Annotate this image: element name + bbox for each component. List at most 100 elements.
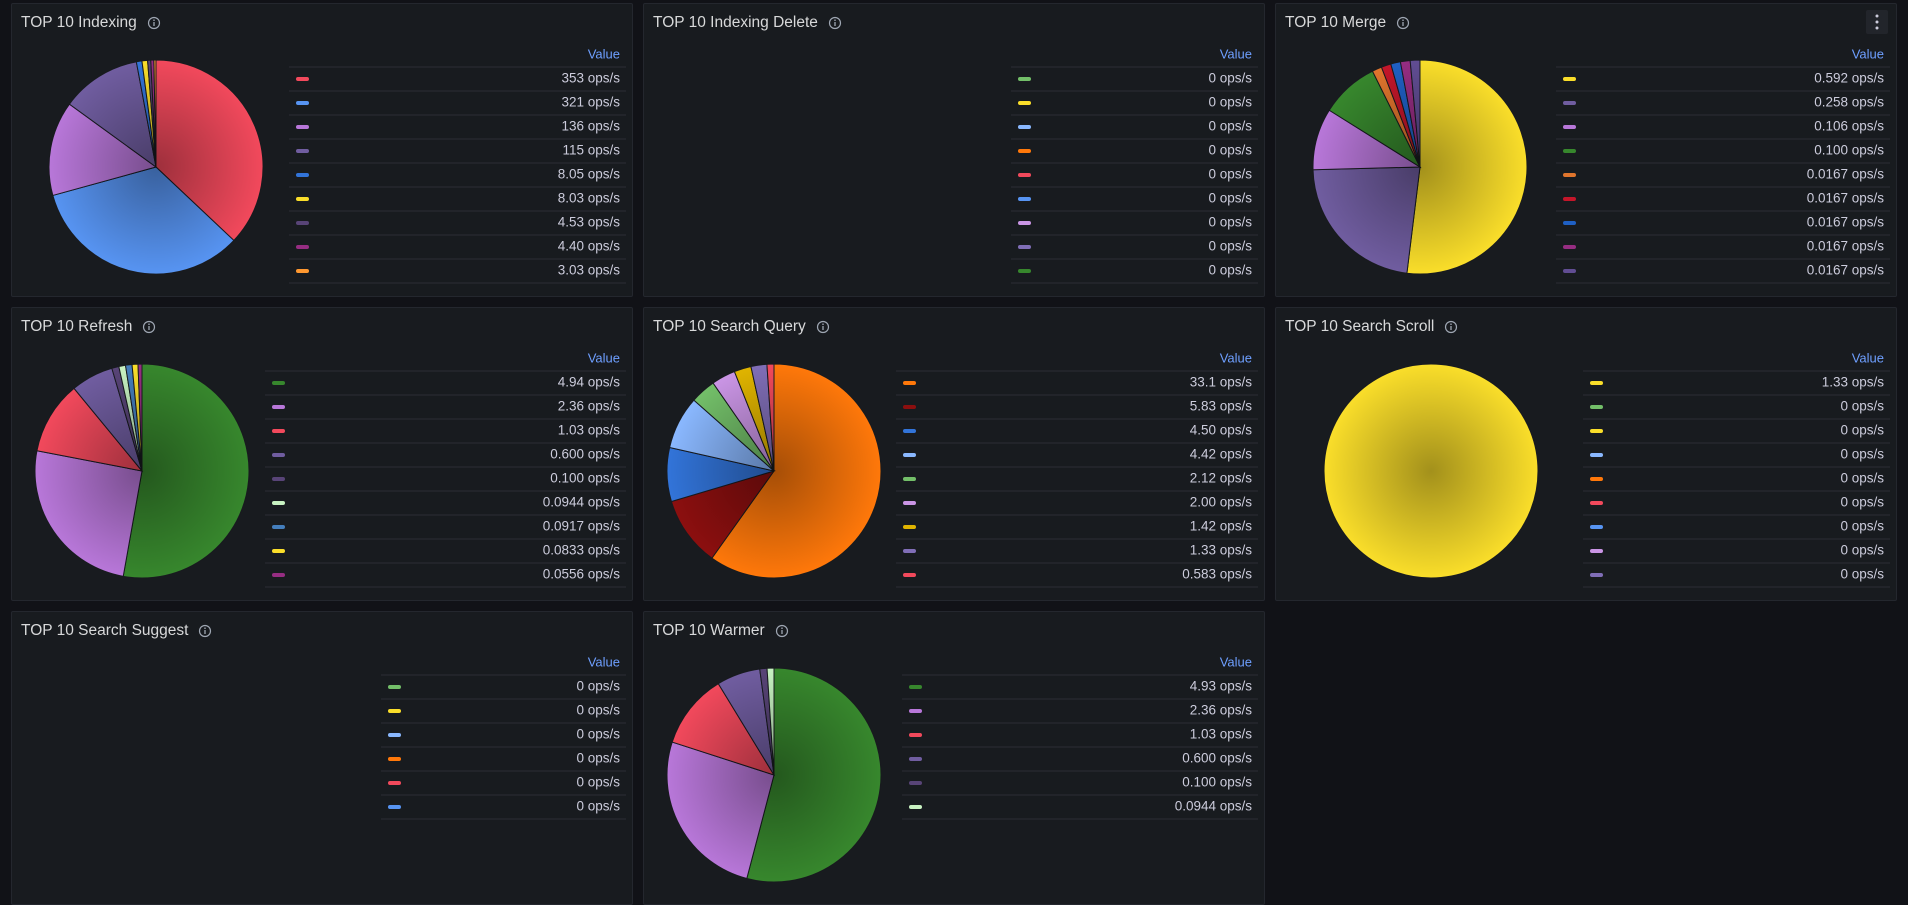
legend-swatch	[1563, 269, 1576, 273]
legend-header: Value	[1852, 46, 1884, 61]
legend-swatch	[272, 525, 285, 529]
panel: Value 4.93 ops/s 2.36 ops/s 1.03 ops/s 0.600…	[643, 611, 1265, 905]
legend-value: 0.600 ops/s	[550, 447, 620, 462]
legend-header: Value	[588, 654, 620, 669]
legend-swatch	[1590, 381, 1603, 385]
panel-body: Value 1.33 ops/s 0 ops/s 0 ops/s 0 ops/s 0 op…	[1323, 350, 1890, 588]
legend-swatch	[903, 405, 916, 409]
legend-swatch	[1018, 221, 1031, 225]
legend-value: 0.258 ops/s	[1814, 95, 1884, 110]
legend-swatch	[909, 733, 922, 737]
legend-value: 0.592 ops/s	[1814, 71, 1884, 86]
legend-header: Value	[1852, 350, 1884, 365]
legend-value: 353 ops/s	[561, 71, 620, 86]
pie-slice	[1406, 59, 1528, 275]
legend-value: 0.0917 ops/s	[543, 519, 621, 534]
legend-value: 115 ops/s	[562, 143, 620, 158]
info-dot	[834, 19, 836, 21]
legend-value: 0 ops/s	[1840, 447, 1884, 462]
info-icon	[143, 320, 156, 334]
info-dot	[148, 323, 151, 325]
info-dot	[780, 627, 783, 629]
panel-title: TOP 10 Search Suggest	[21, 622, 189, 639]
legend-value: 0 ops/s	[1840, 519, 1884, 534]
dashboard: (() => { const data = JSON.parse(documen…	[11, 3, 1897, 905]
legend-value: 5.83 ops/s	[1190, 399, 1253, 414]
legend-value: 0.106 ops/s	[1814, 119, 1884, 134]
panel-title: TOP 10 Warmer	[653, 622, 765, 639]
legend-value: 0.0167 ops/s	[1807, 263, 1885, 278]
panel-header: TOP 10 Refresh	[21, 316, 156, 338]
legend-swatch	[909, 781, 922, 785]
pie-slice	[1323, 363, 1539, 579]
legend-value: 0 ops/s	[1208, 119, 1252, 134]
legend-value: 0 ops/s	[1840, 567, 1884, 582]
legend-value: 0 ops/s	[1840, 423, 1884, 438]
panel-header: TOP 10 Indexing	[21, 12, 161, 34]
panel-header: TOP 10 Warmer	[653, 620, 789, 642]
legend-swatch	[903, 453, 916, 457]
legend-swatch	[388, 709, 401, 713]
legend-swatch	[272, 573, 285, 577]
legend-swatch	[1563, 149, 1576, 153]
legend-swatch	[903, 573, 916, 577]
legend-value: 2.36 ops/s	[558, 399, 621, 414]
legend-swatch	[903, 501, 916, 505]
panel: Value 353 ops/s 321 ops/s 136 ops/s 115 ops/…	[11, 3, 633, 297]
panel-body: Value 0 ops/s 0 ops/s 0 ops/s 0 ops/s 0 ops/s…	[381, 654, 626, 820]
legend-value: 0 ops/s	[576, 679, 620, 694]
legend-value: 0 ops/s	[1840, 399, 1884, 414]
panel: Value 33.1 ops/s 5.83 ops/s 4.50 ops/s 4.42 …	[643, 307, 1265, 601]
legend-swatch	[1018, 269, 1031, 273]
legend-swatch	[1590, 501, 1603, 505]
info-icon	[775, 624, 788, 638]
legend-header: Value	[588, 46, 620, 61]
info-ring	[828, 16, 841, 30]
menu-dot	[1875, 20, 1879, 24]
legend-swatch	[296, 245, 309, 249]
panel: Value 0 ops/s 0 ops/s 0 ops/s 0 ops/s 0 ops/s…	[11, 611, 633, 905]
legend-swatch	[296, 125, 309, 129]
legend-swatch	[296, 197, 309, 201]
panel-title: TOP 10 Search Query	[653, 318, 806, 335]
legend-swatch	[388, 685, 401, 689]
panel-body: Value 0.592 ops/s 0.258 ops/s 0.106 ops/s 0.…	[1312, 46, 1890, 284]
legend-swatch	[1018, 101, 1031, 105]
legend-swatch	[296, 149, 309, 153]
legend-swatch	[909, 757, 922, 761]
legend-header: Value	[1220, 654, 1252, 669]
panel-title: TOP 10 Indexing	[21, 14, 137, 31]
panel-header: TOP 10 Search Scroll	[1285, 316, 1458, 338]
legend-swatch	[1590, 453, 1603, 457]
legend-swatch	[272, 549, 285, 553]
legend-value: 0 ops/s	[1208, 167, 1252, 182]
legend-swatch	[1563, 245, 1576, 249]
legend-value: 0 ops/s	[1208, 215, 1252, 230]
info-icon	[1396, 16, 1410, 30]
legend-value: 2.00 ops/s	[1190, 495, 1253, 510]
legend-swatch	[1018, 125, 1031, 129]
info-icon	[816, 320, 829, 334]
legend-swatch	[1018, 149, 1031, 153]
panel-header: TOP 10 Merge	[1285, 12, 1410, 34]
info-ring	[775, 624, 788, 638]
panel-header: TOP 10 Indexing Delete	[653, 12, 842, 34]
legend-swatch	[272, 477, 285, 481]
legend-swatch	[388, 805, 401, 809]
panel-header: TOP 10 Search Suggest	[21, 620, 212, 642]
panel-body: Value 33.1 ops/s 5.83 ops/s 4.50 ops/s 4.42 …	[666, 350, 1258, 588]
legend-value: 1.33 ops/s	[1190, 543, 1253, 558]
legend-swatch	[903, 477, 916, 481]
legend-value: 1.03 ops/s	[558, 423, 621, 438]
info-ring	[816, 320, 829, 334]
legend-swatch	[1590, 549, 1603, 553]
info-ring	[199, 624, 212, 638]
panel-title: TOP 10 Refresh	[21, 318, 133, 335]
legend-value: 8.05 ops/s	[558, 167, 621, 182]
panel-menu[interactable]	[1866, 10, 1888, 34]
legend-swatch	[909, 709, 922, 713]
legend-value: 1.42 ops/s	[1190, 519, 1253, 534]
legend-swatch	[1563, 125, 1576, 129]
legend-value: 0.0167 ops/s	[1807, 191, 1885, 206]
legend-value: 4.40 ops/s	[558, 239, 621, 254]
